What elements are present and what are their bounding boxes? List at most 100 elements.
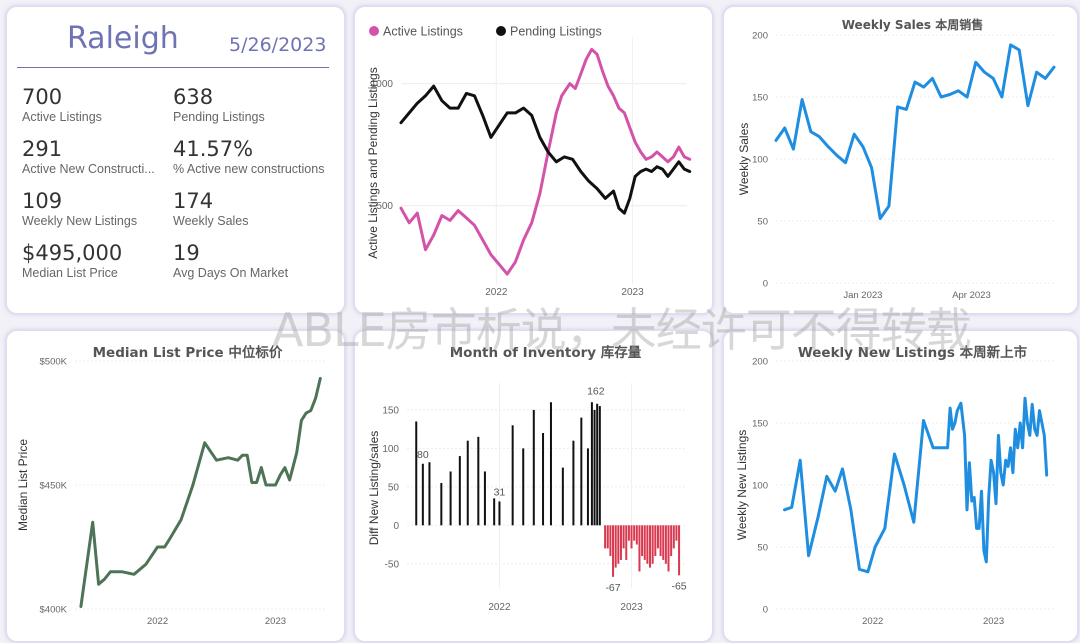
- x-tick-label: 2022: [862, 616, 883, 627]
- title-divider: [17, 67, 329, 68]
- bar-negative: [627, 525, 630, 541]
- bar-positive: [580, 417, 583, 526]
- weekly-sales-chart: Weekly Sales 本周销售 0 50 100 150 200 Jan 2023 Apr…: [737, 17, 1056, 301]
- kpi-label: Weekly Sales: [173, 214, 249, 228]
- kpi-value: 174: [173, 189, 214, 213]
- bar-negative: [662, 525, 665, 560]
- x-tick-label: 2022: [488, 602, 511, 613]
- bar-positive: [483, 471, 486, 526]
- bar-negative: [659, 525, 662, 557]
- y-tick-label: 0: [763, 605, 768, 616]
- kpi-value: 109: [22, 189, 63, 213]
- kpi-label: Pending Listings: [173, 110, 265, 124]
- bar-positive: [590, 402, 593, 526]
- bar-negative: [604, 525, 607, 549]
- bar-positive: [549, 402, 552, 526]
- city-title: Raleigh: [67, 21, 179, 56]
- bar-positive: [598, 406, 601, 526]
- y-tick-label: 150: [752, 419, 768, 430]
- active-pending-chart-card: 500 1000 2022 2023 Active Listings and Pendi…: [353, 5, 714, 315]
- weekly-sales-chart-card: Weekly Sales 本周销售 0 50 100 150 200 Jan 2023 Apr…: [722, 5, 1079, 315]
- kpi-avg-days-on-market: 19 Avg Days On Market: [173, 241, 333, 281]
- median-list-price-chart: Median List Price 中位标价 $400K $450K $500K 202…: [16, 344, 325, 627]
- x-tick-label: Jan 2023: [843, 290, 882, 301]
- active-pending-chart: 500 1000 2022 2023 Active Listings and Pendi…: [366, 25, 692, 298]
- y-tick-label: 0: [763, 279, 768, 290]
- kpi-weekly-sales: 174 Weekly Sales: [173, 189, 333, 229]
- chart-title: Weekly Sales 本周销售: [842, 17, 984, 32]
- kpi-value: 700: [22, 85, 63, 109]
- weekly-new-listings-chart: Weekly New Listings 本周新上市 0 50 100 150 200 202…: [735, 344, 1054, 627]
- x-tick-label: 2022: [147, 616, 168, 627]
- kpi-pct-new-construction: 41.57% % Active new constructions: [173, 137, 333, 177]
- kpi-card: Raleigh 5/26/2023 700 Active Listings 63…: [5, 5, 346, 315]
- bar-negative: [667, 525, 670, 572]
- y-tick-label: 150: [382, 405, 399, 416]
- bar-positive: [586, 448, 589, 526]
- y-tick-label: $500K: [40, 357, 68, 368]
- bar-negative: [672, 525, 675, 549]
- legend-marker: [496, 26, 506, 36]
- y-axis-label: Active Listings and Pending Listings: [366, 67, 380, 258]
- x-tick-label: 2023: [265, 616, 286, 627]
- bar-negative: [638, 525, 641, 572]
- month-of-inventory-chart-card: Month of Inventory 库存量 -50 0 50 100 150 2022 20…: [353, 329, 714, 643]
- kpi-median-list-price: $495,000 Median List Price: [22, 241, 182, 281]
- bar-negative: [664, 525, 667, 564]
- bar-negative: [614, 525, 617, 568]
- bar-positive: [428, 462, 431, 526]
- data-label: 80: [417, 449, 429, 461]
- bar-negative: [633, 525, 636, 541]
- series-line-main: [79, 376, 322, 608]
- y-axis-label: Weekly Sales: [737, 123, 751, 195]
- kpi-active-new-construction: 291 Active New Constructi...: [22, 137, 182, 177]
- data-label: 31: [494, 486, 506, 498]
- bar-positive: [493, 498, 496, 526]
- y-axis-label: Weekly New Listings: [735, 430, 749, 540]
- y-tick-label: 50: [757, 217, 768, 228]
- data-label: 162: [587, 386, 605, 398]
- y-tick-label: 100: [382, 444, 399, 455]
- bar-positive: [421, 463, 424, 526]
- bar-positive: [458, 456, 461, 526]
- bar-negative: [646, 525, 649, 564]
- data-label: -67: [605, 582, 620, 594]
- bar-negative: [606, 525, 609, 549]
- y-tick-label: 50: [757, 543, 768, 554]
- kpi-label: Median List Price: [22, 266, 118, 280]
- bar-negative: [643, 525, 646, 560]
- bar-positive: [449, 471, 452, 526]
- bar-negative: [617, 525, 620, 564]
- weekly-new-listings-chart-card: Weekly New Listings 本周新上市 0 50 100 150 200 202…: [722, 329, 1079, 643]
- bar-negative: [641, 525, 644, 557]
- report-date: 5/26/2023: [229, 34, 327, 56]
- bar-positive: [532, 409, 535, 526]
- x-tick-label: 2023: [620, 602, 643, 613]
- bar-negative: [630, 525, 633, 549]
- bar-negative: [625, 525, 628, 560]
- median-list-price-chart-card: Median List Price 中位标价 $400K $450K $500K 202…: [5, 329, 346, 643]
- chart-title: Median List Price 中位标价: [93, 344, 283, 361]
- kpi-weekly-new-listings: 109 Weekly New Listings: [22, 189, 182, 229]
- bar-negative: [651, 525, 654, 564]
- bar-positive: [511, 425, 514, 526]
- kpi-value: 41.57%: [173, 137, 254, 161]
- bar-positive: [498, 501, 501, 526]
- legend-marker: [369, 26, 379, 36]
- x-tick-label: 2023: [983, 616, 1004, 627]
- bar-positive: [522, 448, 525, 526]
- kpi-value: $495,000: [22, 241, 123, 265]
- bar-negative: [609, 525, 612, 557]
- bar-negative: [635, 525, 638, 545]
- x-tick-label: Apr 2023: [952, 290, 991, 301]
- bar-negative: [678, 525, 681, 576]
- series-line-active-listings: [399, 47, 692, 276]
- bar-positive: [477, 436, 480, 526]
- series-line-main: [774, 43, 1056, 220]
- kpi-label: % Active new constructions: [173, 162, 325, 176]
- legend-label: Pending Listings: [510, 25, 602, 39]
- y-axis-label: Median List Price: [16, 439, 30, 531]
- y-tick-label: 200: [752, 357, 768, 368]
- y-tick-label: 100: [752, 155, 768, 166]
- y-tick-label: 500: [376, 201, 393, 212]
